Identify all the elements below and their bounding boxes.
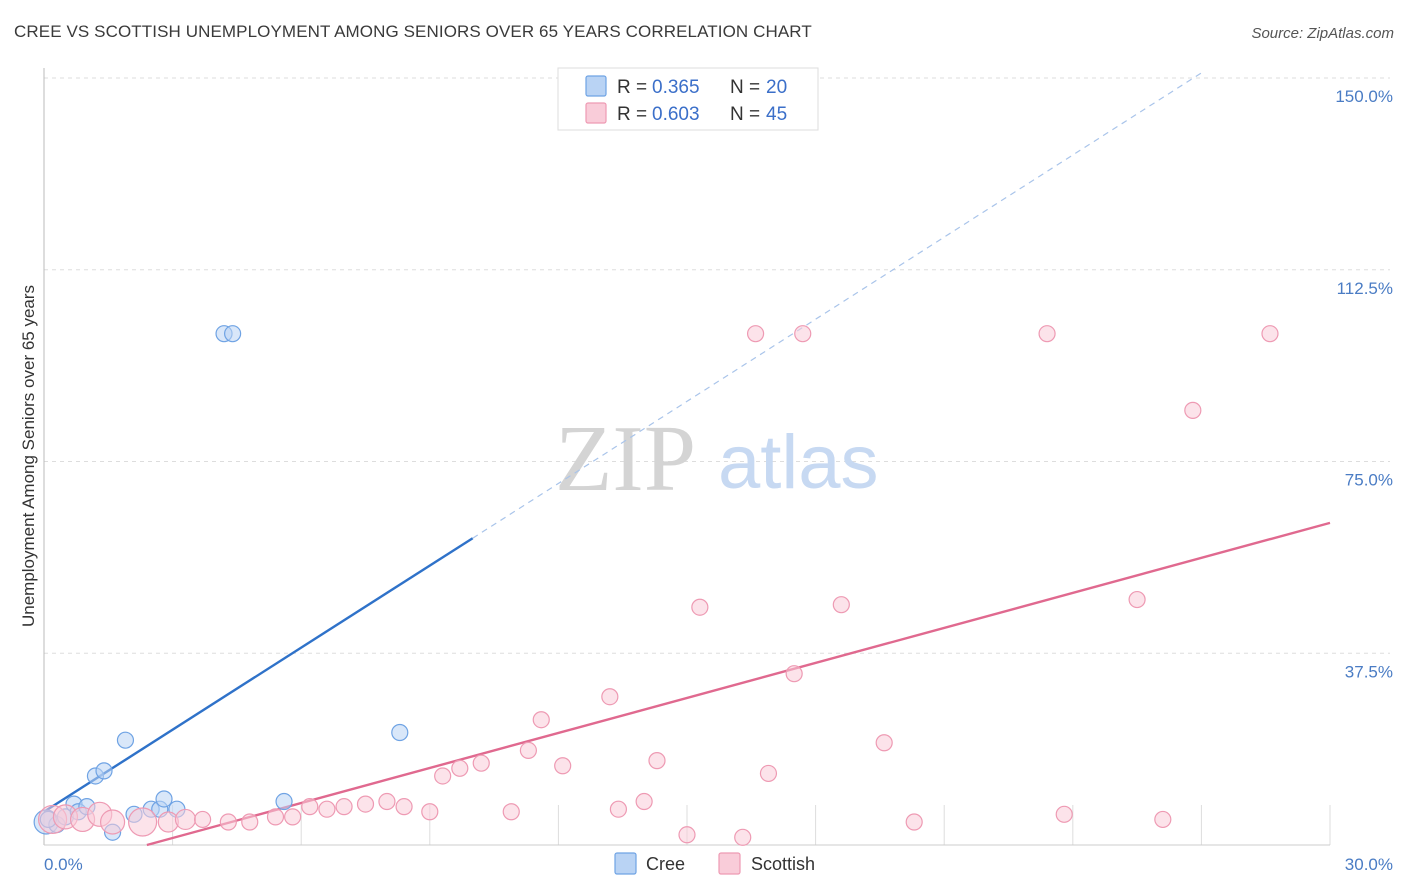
point-scottish-35 [746,325,765,343]
legend-cree-r-label: R = [617,77,647,98]
y-axis-title: Unemployment Among Seniors over 65 years [19,285,38,627]
bottom-legend-label-cree: Cree [646,854,685,874]
point-scottish-24 [519,741,537,760]
legend-scottish-r-value: 0.603 [652,104,700,125]
point-scottish-32 [691,598,709,616]
chart-source: Source: ZipAtlas.com [1251,25,1394,42]
legend-swatch-scottish [585,102,607,124]
bottom-legend-swatch-cree [614,852,637,875]
point-scottish-39 [875,734,893,752]
point-scottish-43 [1128,590,1146,609]
point-scottish-21 [451,759,469,777]
point-cree-7 [95,762,113,780]
watermark-zip: ZIP [555,407,696,511]
point-cree-18 [391,723,409,742]
y-tick-labels: 37.5% 75.0% 112.5% 150.0% [1335,87,1393,681]
point-scottish-42 [1055,805,1073,823]
bottom-legend-swatch-scottish [718,852,741,875]
point-scottish-14 [318,800,336,818]
point-scottish-30 [648,752,666,770]
point-scottish-9 [219,813,237,831]
point-scottish-25 [532,711,550,729]
series-legend: Cree Scottish [614,852,815,875]
point-cree-13 [155,790,173,808]
y-tick-label-2: 112.5% [1337,279,1393,298]
watermark: ZIP atlas [555,407,879,511]
y-tick-label-0: 37.5% [1345,662,1393,681]
correlation-legend: R = 0.365 N = 20 R = 0.603 N = 45 [557,67,819,131]
point-scottish-46 [1261,325,1279,343]
legend-swatch-cree [585,75,607,97]
point-scottish-20 [434,767,452,785]
point-scottish-28 [609,800,628,818]
trend-extension-cree [472,72,1202,539]
point-scottish-13 [301,798,319,816]
watermark-atlas: atlas [718,420,879,505]
point-scottish-40 [905,813,923,831]
point-scottish-34 [759,764,778,783]
point-scottish-45 [1184,401,1202,419]
trend-line-scottish [146,521,1331,847]
point-scottish-37 [785,665,803,683]
point-cree-16 [224,325,242,343]
point-scottish-15 [335,798,353,816]
point-cree-17 [275,792,293,811]
point-scottish-36 [794,325,812,343]
x-tick-label-max: 30.0% [1345,855,1393,874]
point-cree-9 [116,731,135,749]
chart-title: CREE VS SCOTTISH UNEMPLOYMENT AMONG SENI… [14,22,812,41]
point-scottish-16 [356,795,375,813]
legend-scottish-n-value: 45 [766,104,787,125]
data-points [33,325,1279,846]
point-scottish-10 [241,813,259,831]
point-scottish-31 [678,826,696,844]
point-scottish-19 [421,803,439,821]
point-scottish-33 [734,828,752,846]
point-scottish-5 [127,807,158,837]
x-tick-label-min: 0.0% [44,855,83,874]
point-scottish-8 [194,810,212,829]
point-scottish-17 [378,792,396,811]
point-scottish-23 [502,803,520,821]
trend-lines [43,72,1331,847]
point-scottish-22 [472,754,490,772]
y-tick-label-1: 75.0% [1345,471,1393,490]
point-scottish-18 [395,798,413,816]
bottom-legend-label-scottish: Scottish [751,854,815,874]
point-scottish-4 [99,809,126,835]
legend-scottish-r-label: R = [617,104,647,125]
point-scottish-7 [174,808,197,831]
point-scottish-41 [1038,325,1056,343]
point-scottish-26 [554,757,572,775]
point-scottish-29 [635,792,653,811]
legend-scottish-n-label: N = [730,104,760,125]
legend-cree-n-label: N = [730,77,760,98]
point-scottish-27 [601,688,619,706]
point-scottish-12 [284,808,302,826]
trend-line-cree [43,537,474,813]
legend-cree-n-value: 20 [766,77,787,98]
point-scottish-44 [1154,810,1172,829]
y-tick-label-3: 150.0% [1335,87,1393,106]
point-scottish-11 [266,808,285,826]
point-scottish-38 [832,596,850,614]
grid-lines [44,77,1390,845]
legend-cree-r-value: 0.365 [652,77,700,98]
